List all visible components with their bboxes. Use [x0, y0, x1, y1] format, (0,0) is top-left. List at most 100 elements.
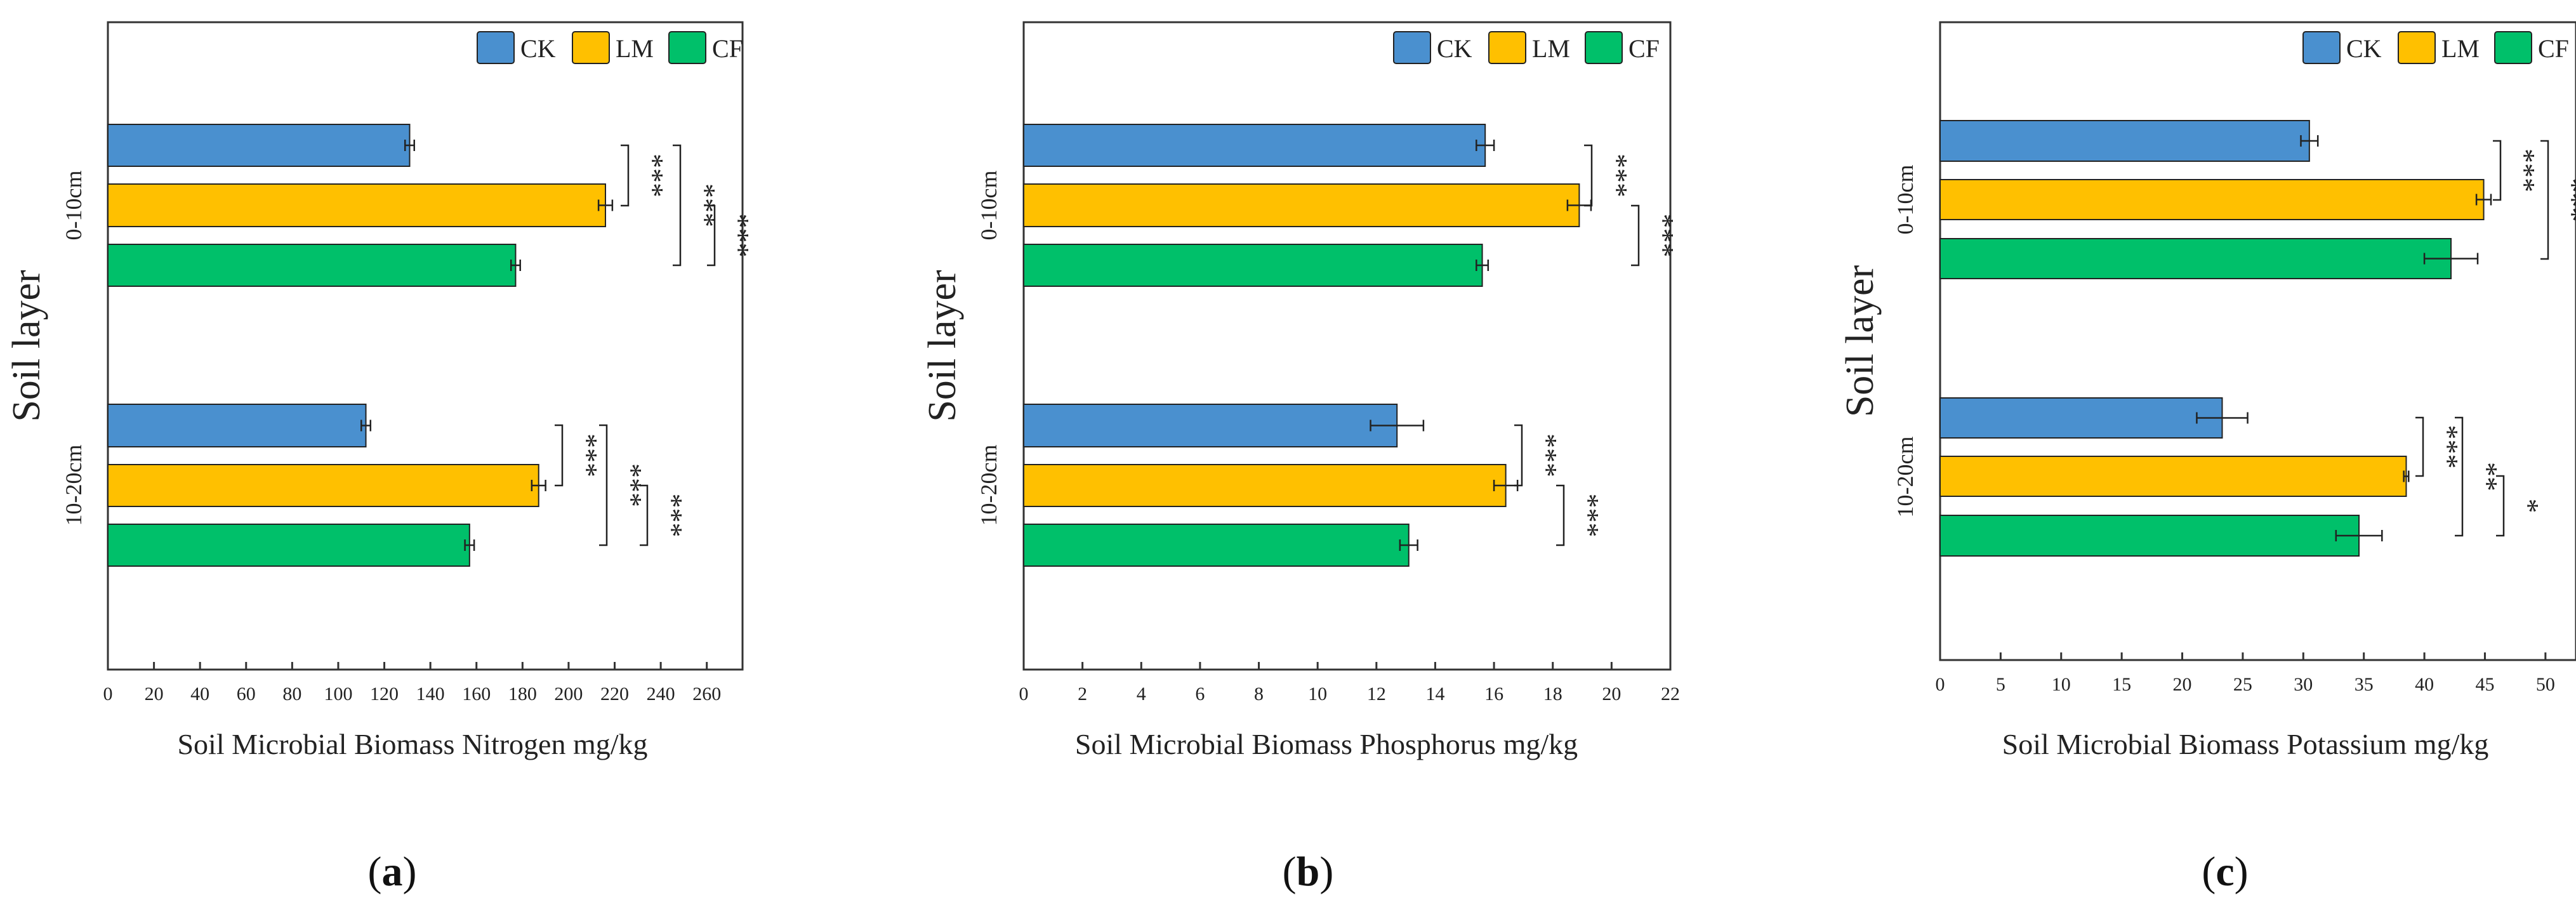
bar-CK-0-10cm [1939, 120, 2310, 162]
legend-swatch-CK [477, 31, 515, 64]
charts-group: 0 20 40 60 80 100 120 140 160 180 200 220 240 260Soil… [5, 21, 2576, 760]
significance-label: *** [1601, 154, 1634, 197]
x-tick-label: 40 [2415, 674, 2434, 695]
bar-CK-0-10cm [107, 124, 411, 167]
bar-CF-10-20cm [107, 524, 470, 567]
category-label: 0-10cm [1892, 165, 1918, 235]
x-tick-label: 45 [2475, 674, 2494, 695]
legend-label-CK: CK [520, 34, 556, 63]
significance-label: *** [2556, 178, 2576, 222]
legend-label-CF: CF [1628, 34, 1660, 63]
bar-LM-10-20cm [1939, 456, 2407, 497]
x-tick-label: 0 [103, 684, 113, 704]
x-tick-label: 22 [1661, 684, 1680, 704]
bar-CF-10-20cm [1939, 515, 2360, 557]
x-tick-label: 10 [2052, 674, 2071, 695]
legend-label-LM: LM [1532, 34, 1570, 63]
x-tick-label: 180 [508, 684, 537, 704]
x-tick-label: 16 [1484, 684, 1503, 704]
x-tick-label: 240 [647, 684, 675, 704]
category-label: 10-20cm [1892, 437, 1918, 518]
x-tick-label: 260 [692, 684, 721, 704]
bar-LM-0-10cm [1939, 179, 2485, 220]
significance-label: *** [1573, 494, 1605, 538]
bar-LM-0-10cm [1023, 183, 1580, 227]
x-axis-title: Soil Microbial Biomass Phosphorus mg/kg [1075, 728, 1578, 760]
legend-swatch-LM [572, 31, 610, 64]
x-tick-label: 4 [1137, 684, 1146, 704]
significance-label: *** [2432, 425, 2464, 469]
x-tick-label: 40 [190, 684, 209, 704]
bar-LM-0-10cm [107, 183, 606, 227]
x-tick-label: 18 [1543, 684, 1562, 704]
bar-CF-0-10cm [1023, 244, 1483, 287]
x-tick-label: 160 [462, 684, 491, 704]
panel-label-b: (b) [1283, 849, 1334, 895]
significance-bracket [673, 144, 682, 267]
significance-label: *** [1648, 214, 1680, 258]
x-tick-label: 0 [1019, 684, 1029, 704]
plot-frame [1022, 21, 1672, 671]
category-label: 0-10cm [976, 171, 1001, 241]
x-tick-label: 20 [1602, 684, 1621, 704]
y-axis-title: Soil layer [5, 270, 48, 422]
significance-label: * [2513, 499, 2545, 513]
significance-bracket [640, 484, 649, 546]
category-label: 0-10cm [61, 171, 86, 241]
legend-swatch-LM [1488, 31, 1526, 64]
x-tick-label: 80 [282, 684, 301, 704]
significance-bracket [2496, 475, 2505, 537]
x-tick-label: 50 [2536, 674, 2555, 695]
significance-bracket [707, 204, 716, 267]
significance-bracket [1631, 204, 1640, 267]
plot-frame [107, 21, 744, 671]
significance-bracket [2415, 416, 2424, 477]
bar-CF-0-10cm [107, 244, 517, 287]
legend-label-LM: LM [2441, 34, 2480, 63]
significance-bracket [2540, 140, 2549, 260]
legend-label-LM: LM [616, 34, 654, 63]
x-axis-title: Soil Microbial Biomass Nitrogen mg/kg [177, 728, 647, 760]
significance-bracket [2493, 140, 2502, 201]
x-tick-label: 2 [1078, 684, 1087, 704]
bar-CK-10-20cm [107, 404, 367, 447]
bar-LM-10-20cm [107, 464, 539, 507]
x-tick-label: 100 [324, 684, 352, 704]
significance-label: *** [637, 154, 670, 197]
legend-label-CF: CF [712, 34, 743, 63]
significance-label: *** [723, 214, 755, 258]
legend-label-CK: CK [1437, 34, 1472, 63]
significance-label: *** [2509, 149, 2541, 192]
category-label: 10-20cm [61, 445, 86, 526]
bar-CF-10-20cm [1023, 524, 1410, 567]
legend-swatch-CF [2494, 31, 2532, 64]
significance-bracket [599, 424, 608, 546]
x-tick-label: 60 [237, 684, 256, 704]
bar-CK-0-10cm [1023, 124, 1486, 167]
x-tick-label: 6 [1195, 684, 1205, 704]
x-tick-label: 140 [416, 684, 445, 704]
x-tick-label: 15 [2112, 674, 2131, 695]
x-tick-label: 20 [2173, 674, 2192, 695]
x-tick-label: 35 [2355, 674, 2374, 695]
x-tick-label: 14 [1425, 684, 1444, 704]
x-tick-label: 25 [2233, 674, 2252, 695]
panel-label-c: (c) [2202, 849, 2248, 895]
significance-bracket [621, 144, 630, 207]
x-tick-label: 220 [600, 684, 629, 704]
significance-label: *** [656, 494, 689, 538]
x-tick-label: 120 [370, 684, 399, 704]
legend-label-CK: CK [2346, 34, 2382, 63]
x-tick-label: 10 [1308, 684, 1327, 704]
chart-panel-b: 0 2 4 6 8 10 12 14 16 18 20 22 Soil Microbial Biomas… [921, 21, 1680, 760]
legend-label-CF: CF [2538, 34, 2569, 63]
y-axis-title: Soil layer [1839, 265, 1882, 417]
chart-panel-a: 0 20 40 60 80 100 120 140 160 180 200 220 240 260 Soil… [5, 21, 755, 760]
x-tick-label: 200 [554, 684, 583, 704]
significance-label: *** [1531, 433, 1563, 477]
x-tick-label: 20 [145, 684, 164, 704]
significance-label: *** [571, 433, 604, 477]
plot-frame [1939, 21, 2576, 661]
chart-panel-c: 0 5 10 15 20 25 30 35 40 45 50 Soil Microbial Bioma… [1839, 21, 2576, 760]
significance-bracket [555, 424, 564, 487]
